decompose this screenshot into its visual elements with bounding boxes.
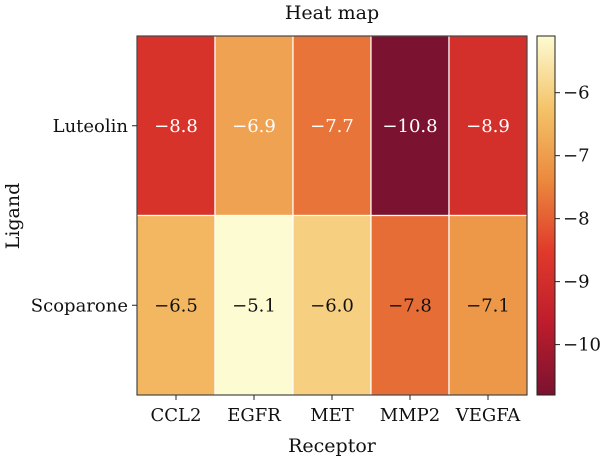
x-axis-label: Receptor (288, 435, 377, 457)
heatmap-cell-luteolin-egfr (214, 35, 294, 217)
heatmap-cell-luteolin-vegfa (448, 35, 528, 217)
cell-value-label: −8.9 (466, 116, 510, 137)
colorbar-tick-label: −10 (563, 335, 600, 356)
x-axis-ticks: CCL2 EGFR MET MMP2 VEGFA (151, 395, 521, 426)
x-tick-label: MET (310, 405, 354, 426)
colorbar-tick-label: −6 (563, 83, 590, 104)
cell-value-label: −10.8 (382, 116, 437, 137)
x-tick-label: VEGFA (455, 405, 521, 426)
cell-value-label: −6.5 (154, 295, 198, 316)
colorbar-ticks: −10 −9 −8 −7 −6 (555, 83, 600, 356)
heatmap-cells (136, 35, 528, 396)
y-tick-label: Luteolin (53, 116, 129, 137)
heatmap-cell-labels: −8.8 −6.9 −7.7 −10.8 −8.9 −6.5 −5.1 −6.0 −7.8 −7.… (154, 116, 510, 317)
cell-value-label: −8.8 (154, 116, 198, 137)
heatmap-cell-scoparone-vegfa (448, 214, 528, 396)
x-tick-label: MMP2 (380, 405, 440, 426)
heatmap-cell-luteolin-ccl2 (136, 35, 216, 217)
y-tick-label: Scoparone (31, 295, 128, 316)
heatmap-cell-scoparone-ccl2 (136, 214, 216, 396)
colorbar-tick-label: −8 (563, 209, 590, 230)
colorbar (536, 35, 556, 396)
cell-value-label: −6.9 (232, 116, 276, 137)
cell-value-label: −7.8 (388, 295, 432, 316)
plot-frame (136, 35, 528, 396)
x-tick-label: CCL2 (151, 405, 202, 426)
cell-value-label: −6.0 (310, 295, 354, 316)
x-tick-label: EGFR (227, 405, 281, 426)
colorbar-tick-label: −9 (563, 272, 590, 293)
cell-value-label: −7.1 (466, 295, 510, 316)
colorbar-tick-label: −7 (563, 146, 590, 167)
heatmap-cell-scoparone-met (292, 214, 372, 396)
heatmap-cell-luteolin-mmp2 (370, 35, 450, 217)
cell-value-label: −5.1 (232, 295, 276, 316)
chart-title: Heat map (285, 2, 379, 24)
y-axis-ticks: Luteolin Scoparone (31, 116, 137, 316)
y-axis-label: Ligand (2, 183, 24, 250)
cell-value-label: −7.7 (310, 116, 354, 137)
